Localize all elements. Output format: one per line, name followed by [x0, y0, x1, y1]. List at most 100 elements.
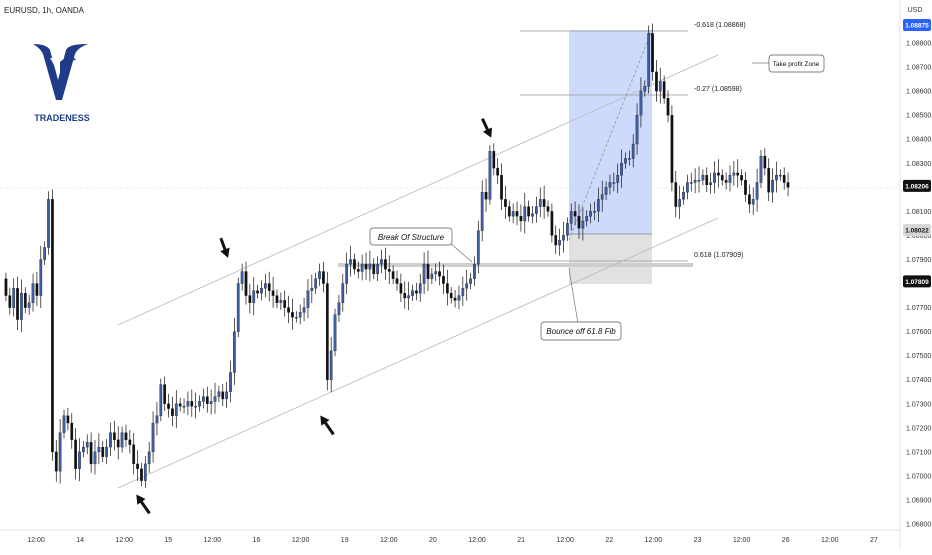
candle-body	[93, 451, 97, 465]
currency-label: USD	[908, 7, 923, 14]
candle-body	[786, 182, 790, 188]
callout-take-profit	[768, 54, 825, 73]
candle-body	[27, 302, 31, 308]
candle-body	[415, 290, 418, 294]
candle-body	[325, 283, 329, 380]
candle-body	[480, 191, 484, 231]
candle-body	[74, 439, 77, 469]
price-axis-panel[interactable]	[900, 0, 932, 550]
candle-body	[566, 223, 569, 236]
candle-body	[221, 391, 225, 400]
candle-body	[507, 206, 511, 217]
time-tick: 16	[253, 537, 261, 544]
candle-body	[476, 230, 480, 265]
time-tick: 12:00	[468, 537, 486, 544]
candle-body	[51, 199, 54, 453]
time-tick: 14	[76, 537, 84, 544]
candle-body	[655, 71, 658, 92]
projection-line	[568, 29, 653, 241]
price-tick: 1.08300	[906, 161, 931, 168]
candle-body	[120, 432, 124, 448]
time-tick: 19	[341, 537, 349, 544]
candle-body	[689, 182, 693, 184]
candle-body	[596, 199, 600, 212]
candle-body	[372, 264, 376, 275]
candle-body	[186, 401, 190, 407]
candle-body	[473, 264, 476, 279]
break-of-structure-band	[338, 263, 693, 267]
price-tick: 1.07200	[906, 425, 931, 432]
candle-body	[693, 179, 697, 183]
candles-layer	[4, 23, 790, 488]
candle-body	[128, 439, 132, 445]
candle-body	[395, 278, 399, 284]
candle-body	[736, 172, 740, 176]
candle-body	[387, 268, 391, 272]
candle-body	[651, 33, 654, 73]
candle-body	[635, 115, 639, 145]
candle-body	[105, 446, 108, 457]
candle-body	[658, 81, 662, 92]
symbol-title[interactable]: EURUSD, 1h, OANDA	[4, 6, 85, 15]
candle-body	[418, 283, 422, 294]
candle-body	[778, 175, 782, 177]
candle-body	[573, 211, 577, 217]
candle-body	[600, 194, 604, 200]
candle-body	[500, 175, 503, 200]
price-tick: 1.06900	[906, 498, 931, 505]
candle-body	[531, 213, 534, 217]
candle-body	[496, 167, 500, 176]
candle-body	[616, 175, 620, 183]
candle-body	[136, 463, 139, 469]
price-tick: 1.08500	[906, 113, 931, 120]
candle-body	[217, 391, 221, 397]
price-tick: 1.07700	[906, 305, 931, 312]
candle-body	[248, 295, 252, 303]
candle-body	[422, 264, 426, 284]
candle-body	[492, 151, 496, 169]
candle-body	[763, 155, 767, 169]
candle-body	[294, 317, 298, 319]
candle-body	[585, 216, 589, 222]
candle-body	[318, 271, 321, 279]
candle-body	[209, 401, 213, 404]
channel-lower	[117, 217, 719, 489]
candle-body	[782, 175, 786, 183]
fib-label-3: 0.618 (1.07909)	[694, 252, 743, 259]
candle-body	[85, 442, 89, 448]
time-tick: 12:00	[556, 537, 574, 544]
time-tick: 12:00	[821, 537, 839, 544]
candle-body	[434, 271, 438, 275]
candle-body	[732, 172, 736, 176]
candle-body	[639, 90, 643, 116]
candle-body	[589, 211, 592, 217]
candle-body	[213, 396, 217, 402]
price-badge	[903, 179, 931, 192]
candle-body	[112, 432, 116, 441]
callout-take-profit-text: Take profit Zone	[773, 61, 820, 68]
time-tick: 27	[870, 537, 878, 544]
time-tick-labels: 12:00 14 12:00 15 12:00 16 12:00 19 12:00 20 12:00…	[27, 537, 878, 544]
candle-body	[554, 235, 558, 246]
candle-body	[697, 179, 701, 182]
price-badge-text: 1.08022	[905, 228, 929, 235]
candle-body	[143, 463, 147, 481]
candle-body	[155, 415, 159, 424]
candle-body	[66, 415, 70, 424]
time-tick: 12:00	[733, 537, 751, 544]
candle-body	[205, 396, 209, 404]
candle-body	[504, 199, 507, 207]
fib-label-1: -0.618 (1.08868)	[694, 22, 746, 29]
candle-body	[298, 312, 302, 318]
candle-body	[202, 396, 205, 402]
price-badge	[903, 275, 931, 288]
arrow-down-icon	[481, 118, 492, 138]
candle-body	[264, 283, 267, 289]
candle-body	[407, 295, 410, 299]
candle-body	[182, 406, 186, 408]
candle-body	[78, 451, 81, 469]
candle-body	[8, 295, 12, 308]
candle-body	[643, 86, 647, 92]
candle-body	[89, 442, 93, 465]
